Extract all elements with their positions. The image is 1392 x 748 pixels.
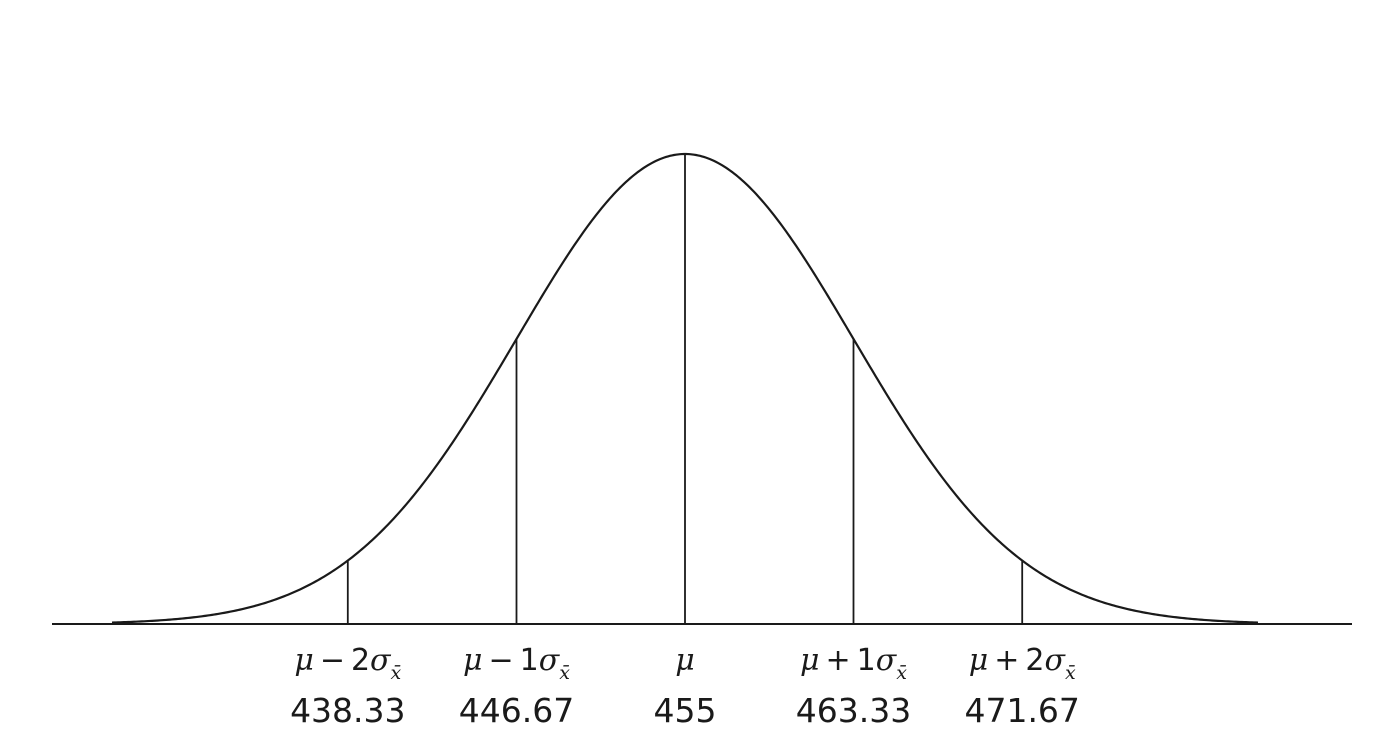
marker-formula-label-0: μ − 2σx̄ — [294, 643, 401, 684]
chart-marks — [52, 152, 1352, 625]
marker-formula-label-3: μ + 1σx̄ — [800, 643, 907, 684]
marker-formula-label-2: μ — [675, 643, 695, 678]
marker-value-label-2: 455 — [654, 691, 717, 730]
marker-value-label-4: 471.67 — [964, 691, 1079, 730]
marker-value-label-3: 463.33 — [796, 691, 911, 730]
marker-formula-label-4: μ + 2σx̄ — [969, 643, 1076, 684]
marker-formula-label-1: μ − 1σx̄ — [463, 643, 570, 684]
chart-labels: μ − 2σx̄ 438.33 μ − 1σx̄ 446.67 μ 455 μ + 1σx̄… — [290, 643, 1080, 730]
marker-value-label-1: 446.67 — [459, 691, 574, 730]
marker-value-label-0: 438.33 — [290, 691, 405, 730]
